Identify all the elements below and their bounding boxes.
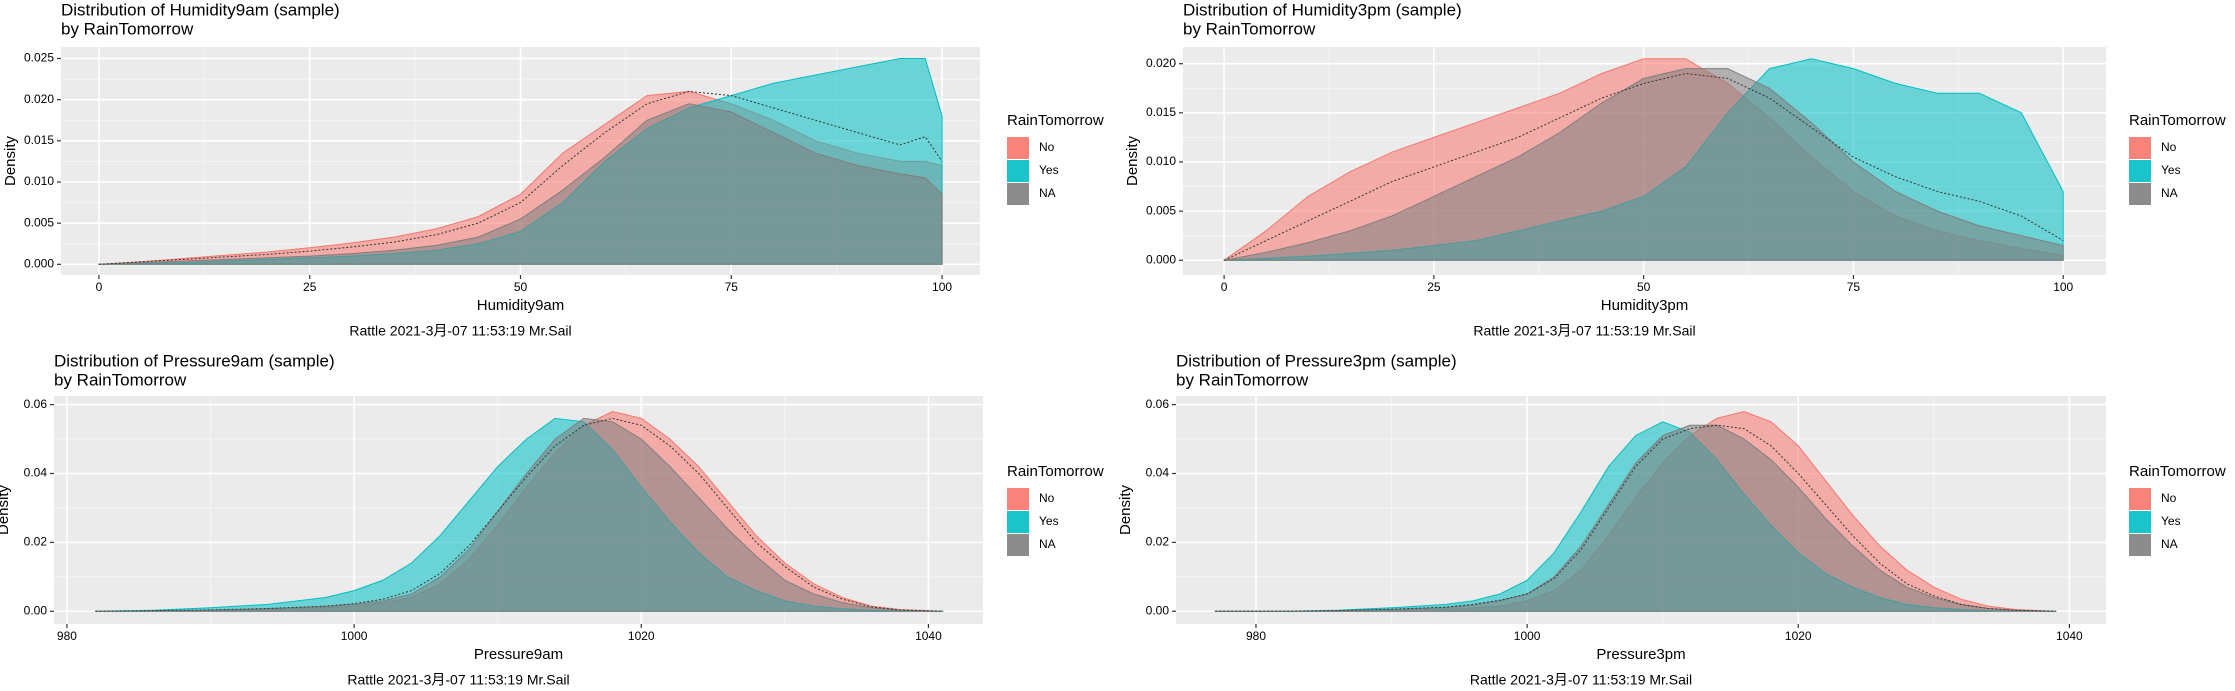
y-tick-label: 0.000: [1146, 252, 1176, 266]
x-tick-label: 1000: [341, 629, 368, 643]
y-axis-label: Density: [1124, 135, 1141, 186]
x-tick-label: 1000: [1514, 629, 1541, 643]
x-tick-label: 100: [932, 280, 952, 294]
x-axis-label: Humidity3pm: [1601, 297, 1689, 314]
x-tick-label: 980: [57, 629, 77, 643]
y-tick-label: 0.025: [24, 51, 54, 65]
y-tick-label: 0.005: [24, 215, 54, 229]
chart-subtitle: by RainTomorrow: [61, 19, 194, 38]
y-tick-label: 0.020: [24, 92, 54, 106]
x-tick-label: 100: [2053, 280, 2073, 294]
caption: Rattle 2021-3月-07 11:53:19 Mr.Sail: [347, 672, 569, 688]
legend-key: [2129, 488, 2151, 510]
legend-key: [1007, 183, 1029, 205]
y-axis-label: Density: [2, 135, 19, 186]
legend-key: [1007, 511, 1029, 533]
y-tick-label: 0.015: [24, 133, 54, 147]
legend-key: [1007, 160, 1029, 182]
y-tick-label: 0.00: [1146, 603, 1170, 617]
caption: Rattle 2021-3月-07 11:53:19 Mr.Sail: [1470, 672, 1692, 688]
y-tick-label: 0.015: [1146, 105, 1176, 119]
x-tick-label: 75: [725, 280, 739, 294]
legend-label: No: [1039, 491, 1055, 505]
legend-key: [2129, 137, 2151, 159]
caption: Rattle 2021-3月-07 11:53:19 Mr.Sail: [349, 323, 571, 339]
legend-label: Yes: [1039, 163, 1059, 177]
x-tick-label: 1040: [2056, 629, 2083, 643]
density-area: [1223, 68, 2064, 261]
x-tick-label: 980: [1246, 629, 1266, 643]
legend-label: NA: [1039, 537, 1056, 551]
legend-label: Yes: [2161, 163, 2181, 177]
chart-subtitle: by RainTomorrow: [1183, 19, 1316, 38]
legend-key: [2129, 534, 2151, 556]
x-tick-label: 50: [514, 280, 528, 294]
legend-title: RainTomorrow: [1007, 463, 1104, 480]
x-tick-label: 50: [1637, 280, 1651, 294]
x-axis-label: Pressure9am: [474, 646, 563, 663]
y-tick-label: 0.010: [24, 174, 54, 188]
x-tick-label: 25: [1427, 280, 1441, 294]
x-tick-label: 1040: [915, 629, 942, 643]
x-tick-label: 0: [96, 280, 103, 294]
chart-title: Distribution of Humidity9am (sample): [61, 0, 340, 19]
legend-title: RainTomorrow: [2129, 463, 2226, 480]
legend-label: NA: [2161, 537, 2178, 551]
legend-label: NA: [1039, 186, 1056, 200]
legend-label: No: [2161, 140, 2177, 154]
legend-key: [1007, 534, 1029, 556]
legend-key: [1007, 488, 1029, 510]
chart-title: Distribution of Pressure9am (sample): [54, 351, 335, 370]
legend-label: No: [2161, 491, 2177, 505]
y-axis-label: Density: [1117, 484, 1134, 535]
legend-label: Yes: [1039, 514, 1059, 528]
legend-label: No: [1039, 140, 1055, 154]
legend-key: [2129, 183, 2151, 205]
legend-label: Yes: [2161, 514, 2181, 528]
chart-subtitle: by RainTomorrow: [54, 370, 187, 389]
caption: Rattle 2021-3月-07 11:53:19 Mr.Sail: [1473, 323, 1695, 339]
y-tick-label: 0.04: [24, 466, 48, 480]
y-tick-label: 0.06: [1146, 397, 1170, 411]
chart-title: Distribution of Humidity3pm (sample): [1183, 0, 1462, 19]
y-tick-label: 0.020: [1146, 56, 1176, 70]
density-area: [98, 103, 943, 265]
y-tick-label: 0.010: [1146, 154, 1176, 168]
y-tick-label: 0.00: [24, 603, 48, 617]
legend-label: NA: [2161, 186, 2178, 200]
y-tick-label: 0.04: [1146, 466, 1170, 480]
density-line: [98, 90, 943, 265]
y-tick-label: 0.06: [24, 397, 48, 411]
legend-key: [1007, 137, 1029, 159]
x-tick-label: 1020: [1785, 629, 1812, 643]
legend-title: RainTomorrow: [2129, 112, 2226, 129]
legend-key: [2129, 160, 2151, 182]
chart-title: Distribution of Pressure3pm (sample): [1176, 351, 1457, 370]
density-area: [95, 417, 944, 612]
y-tick-label: 0.02: [1146, 535, 1170, 549]
x-tick-label: 0: [1221, 280, 1228, 294]
x-tick-label: 75: [1847, 280, 1861, 294]
y-tick-label: 0.005: [1146, 203, 1176, 217]
legend-title: RainTomorrow: [1007, 112, 1104, 129]
y-axis-label: Density: [0, 484, 12, 535]
legend-key: [2129, 511, 2151, 533]
x-axis-label: Humidity9am: [477, 297, 565, 314]
density-line: [95, 417, 943, 612]
y-tick-label: 0.000: [24, 256, 54, 270]
x-tick-label: 25: [303, 280, 317, 294]
x-axis-label: Pressure3pm: [1596, 646, 1685, 663]
x-tick-label: 1020: [628, 629, 655, 643]
chart-subtitle: by RainTomorrow: [1176, 370, 1309, 389]
y-tick-label: 0.02: [24, 535, 48, 549]
